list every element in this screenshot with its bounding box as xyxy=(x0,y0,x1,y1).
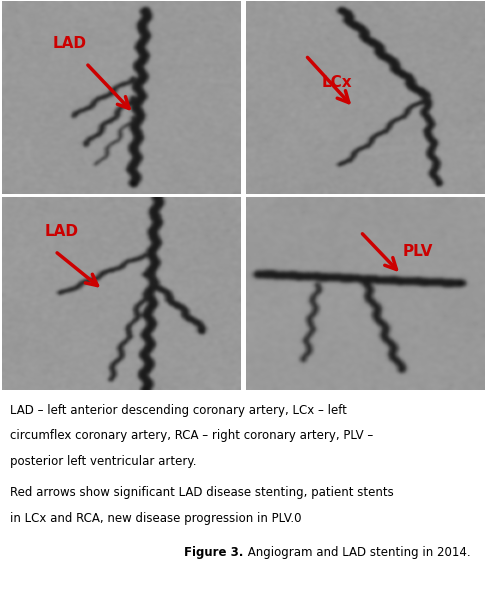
Text: posterior left ventricular artery.: posterior left ventricular artery. xyxy=(10,455,196,467)
Text: LAD – left anterior descending coronary artery, LCx – left: LAD – left anterior descending coronary … xyxy=(10,404,347,416)
Text: circumflex coronary artery, RCA – right coronary artery, PLV –: circumflex coronary artery, RCA – right … xyxy=(10,429,373,442)
Text: LAD: LAD xyxy=(52,36,86,51)
Text: LAD: LAD xyxy=(45,224,79,239)
Text: Figure 3.: Figure 3. xyxy=(184,546,244,559)
Text: in LCx and RCA, new disease progression in PLV.0: in LCx and RCA, new disease progression … xyxy=(10,512,301,524)
Text: Red arrows show significant LAD disease stenting, patient stents: Red arrows show significant LAD disease … xyxy=(10,486,393,499)
Text: LCx: LCx xyxy=(321,75,352,90)
Text: Angiogram and LAD stenting in 2014.: Angiogram and LAD stenting in 2014. xyxy=(244,546,470,559)
Text: PLV: PLV xyxy=(403,243,433,259)
